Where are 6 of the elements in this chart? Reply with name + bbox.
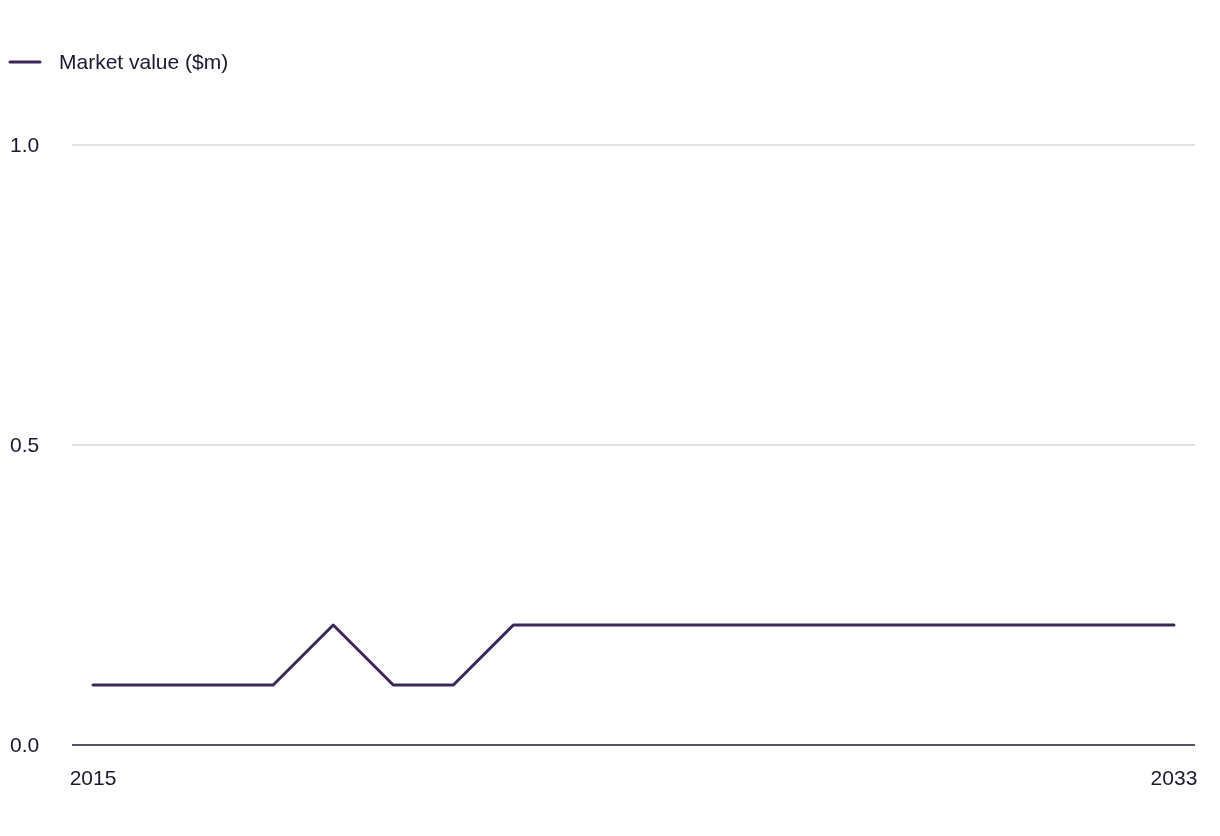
y-tick-label: 0.5 (10, 433, 40, 457)
x-tick-label: 2015 (69, 766, 117, 789)
y-tick-label: 1.0 (10, 133, 40, 157)
legend-label: Market value ($m) (59, 50, 229, 74)
x-tick-label: 2033 (1150, 766, 1198, 789)
y-tick-label: 0.0 (10, 733, 40, 757)
